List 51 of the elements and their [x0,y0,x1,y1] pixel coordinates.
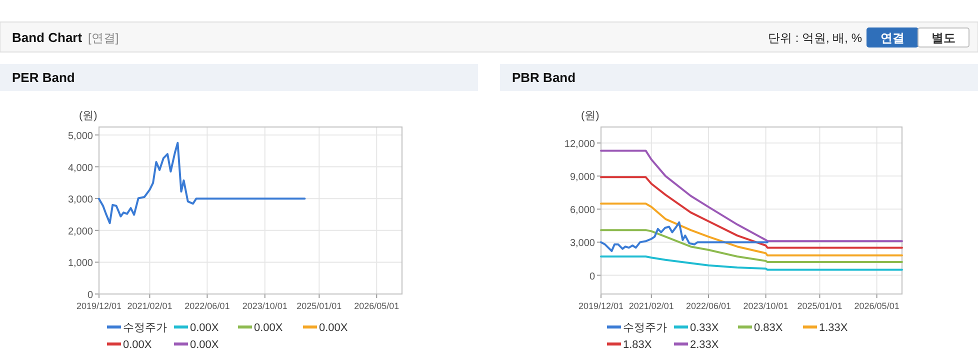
text: 연결 [880,31,904,45]
chart-title: PBR Band [512,70,576,85]
line-series [600,256,903,271]
legend-label: 0.00X [190,322,220,334]
text: [연결] [88,31,119,45]
line-series [600,176,903,249]
y-tick-label: 0 [589,271,596,282]
legend-label: 1.33X [819,322,848,334]
y-tick-label: 0 [87,290,94,301]
y-axis-title: (원) [79,110,98,122]
y-tick-label: 12,000 [564,138,596,150]
x-tick-label: 2026/05/01 [854,301,900,311]
x-tick-label: 2022/06/01 [686,301,731,311]
y-tick-label: 6,000 [570,205,596,216]
y-tick-label: 1,000 [68,258,94,270]
legend-label: 0.00X [319,322,348,334]
legend-label: 0.00X [254,322,284,334]
legend-label: 1.83X [623,339,652,351]
x-tick-label: 2022/06/01 [184,301,230,311]
line-series [600,229,903,264]
x-tick-label: 2023/10/01 [242,301,288,311]
line-series [98,142,306,224]
x-tick-label: 2019/12/01 [578,301,624,311]
x-tick-label: 2021/02/01 [628,301,674,311]
y-tick-label: 9,000 [570,172,596,184]
y-axis-title: (원) [581,110,600,122]
legend-label: 2.33X [690,339,720,351]
x-tick-label: 2025/01/01 [296,301,342,311]
y-tick-label: 5,000 [68,130,94,142]
legend-label: 0.00X [190,339,220,351]
x-tick-label: 2019/12/01 [76,301,122,311]
legend-label: 수정주가 [623,322,667,334]
x-tick-label: 2021/02/01 [127,301,172,311]
x-tick-label: 2025/01/01 [797,301,842,311]
legend-label: 수정주가 [123,322,167,334]
text: 별도 [932,31,956,45]
text: 단위 : 억원, 배, % [768,31,862,45]
line-series [600,221,768,252]
legend-label: 0.33X [690,322,720,334]
text: Band Chart [12,30,83,45]
x-tick-label: 2023/10/01 [743,301,788,311]
y-tick-label: 4,000 [68,162,94,174]
y-tick-label: 3,000 [68,194,94,206]
chart-title: PER Band [12,70,75,85]
line-series [600,150,903,242]
y-tick-label: 3,000 [570,238,596,250]
legend-label: 0.83X [754,322,784,334]
x-tick-label: 2026/05/01 [354,301,400,311]
legend-label: 0.00X [123,339,152,351]
line-series [600,202,903,256]
y-tick-label: 2,000 [68,226,94,238]
